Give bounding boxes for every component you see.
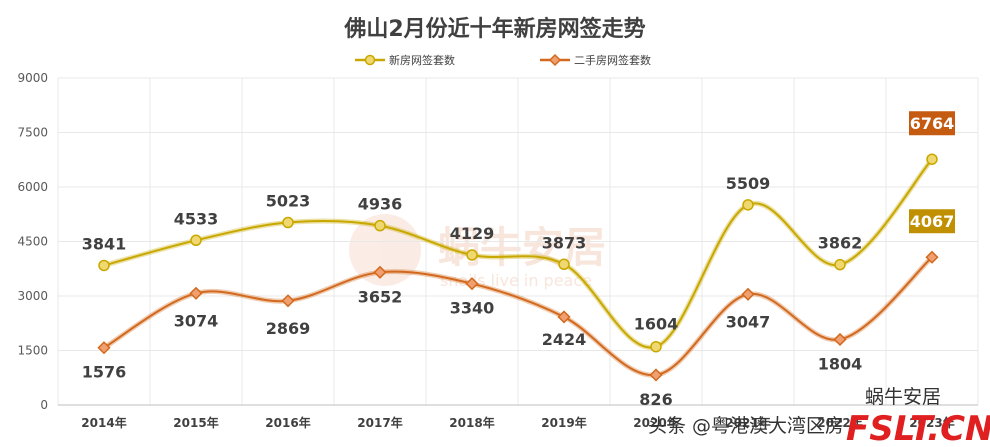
data-point: [925, 250, 939, 264]
series-line: [103, 256, 933, 376]
data-point: [833, 332, 847, 347]
data-point: [189, 286, 203, 300]
x-tick-label: 2018年: [449, 415, 494, 430]
series-new-homes: [98, 153, 938, 353]
y-tick-label: 1500: [17, 344, 48, 358]
y-tick-label: 0: [40, 398, 48, 412]
data-label: 3340: [450, 299, 495, 318]
data-label: 1576: [82, 363, 127, 382]
x-tick-label: 2016年: [265, 415, 310, 430]
legend-item: 新房网签套数: [355, 53, 455, 67]
data-point: [97, 341, 111, 355]
data-point: [742, 199, 754, 211]
callout-text: 4067: [910, 212, 955, 231]
series-layer: [97, 153, 939, 382]
data-label: 3652: [358, 287, 403, 306]
data-point: [190, 234, 202, 247]
x-tick-label: 2019年: [541, 415, 586, 430]
data-point: [466, 249, 478, 261]
legend-marker: [364, 54, 376, 66]
legend-label: 二手房网签套数: [574, 53, 651, 67]
footer-source-text: 头条 @粤港澳大湾区房: [648, 415, 844, 437]
chart-title: 佛山2月份近十年新房网签走势: [343, 16, 645, 42]
y-tick-label: 7500: [17, 126, 48, 140]
series-second-hand: [97, 250, 939, 382]
callout-box: [909, 209, 955, 234]
data-label: 4533: [174, 209, 219, 228]
y-tick-label: 4500: [17, 235, 48, 249]
footer-watermark: 头条 @粤港澳大湾区房 蜗牛安居 FSLT.CN: [648, 386, 990, 447]
data-labels: 3841 4533 5023 4936 4129 3873 1604 5509 3862 6764…: [82, 111, 955, 409]
legend-item: 二手房网签套数: [540, 53, 651, 67]
callout-box: [909, 111, 955, 136]
fslt-logo: 蜗牛安居 FSLT.CN: [846, 386, 990, 447]
x-tick-label: 2017年: [357, 415, 402, 430]
data-label: 2424: [542, 330, 587, 349]
x-tick-label: 2021年: [725, 415, 770, 430]
watermark-cn-text: 蜗牛安居: [438, 223, 606, 272]
x-tick-label: 2020年: [633, 415, 678, 430]
data-point: [649, 368, 663, 382]
data-point: [282, 216, 294, 229]
legend-label: 新房网签套数: [389, 53, 455, 67]
data-point: [834, 258, 846, 271]
data-point: [465, 277, 479, 291]
data-label: 1604: [634, 315, 679, 334]
data-point: [373, 265, 387, 279]
data-point: [926, 153, 938, 165]
callout-label: 4067: [909, 209, 955, 234]
x-tick-label: 2014年: [81, 415, 126, 430]
data-label: 826: [639, 390, 672, 409]
y-tick-label: 3000: [17, 289, 48, 303]
x-tick-label: 2015年: [173, 415, 218, 430]
y-axis: 0 1500 3000 4500 6000 7500 9000: [17, 71, 48, 412]
data-point: [281, 294, 295, 308]
data-point: [557, 310, 571, 324]
data-label: 4936: [358, 195, 403, 214]
data-label: 2869: [266, 319, 311, 338]
data-label: 3047: [726, 312, 771, 331]
gridlines: [57, 77, 979, 406]
x-tick-label: 2022年: [817, 415, 862, 430]
y-tick-label: 6000: [17, 180, 48, 194]
data-point: [741, 287, 755, 301]
data-label: 5023: [266, 191, 311, 210]
y-tick-label: 9000: [17, 71, 48, 85]
data-label: 3873: [542, 233, 587, 252]
x-axis: 2014年 2015年 2016年 2017年 2018年 2019年 2020年 2021年…: [81, 415, 954, 430]
footer-logo-cn: 蜗牛安居: [865, 386, 941, 408]
x-tick-label: 2023年: [909, 415, 954, 430]
data-point: [374, 219, 386, 232]
data-point: [98, 259, 110, 272]
data-label: 3074: [174, 311, 219, 330]
data-point: [650, 340, 662, 353]
data-label: 5509: [726, 174, 771, 193]
callout-label: 6764: [909, 111, 955, 136]
data-label: 4129: [450, 224, 495, 243]
data-label: 3841: [82, 234, 127, 253]
data-point: [558, 258, 570, 271]
data-label: 1804: [818, 354, 863, 373]
footer-logo-brand: FSLT.CN: [846, 409, 990, 447]
data-label: 3862: [818, 234, 863, 253]
legend-marker: [548, 53, 562, 67]
callout-text: 6764: [910, 114, 955, 133]
legend: 新房网签套数 二手房网签套数: [355, 53, 651, 67]
